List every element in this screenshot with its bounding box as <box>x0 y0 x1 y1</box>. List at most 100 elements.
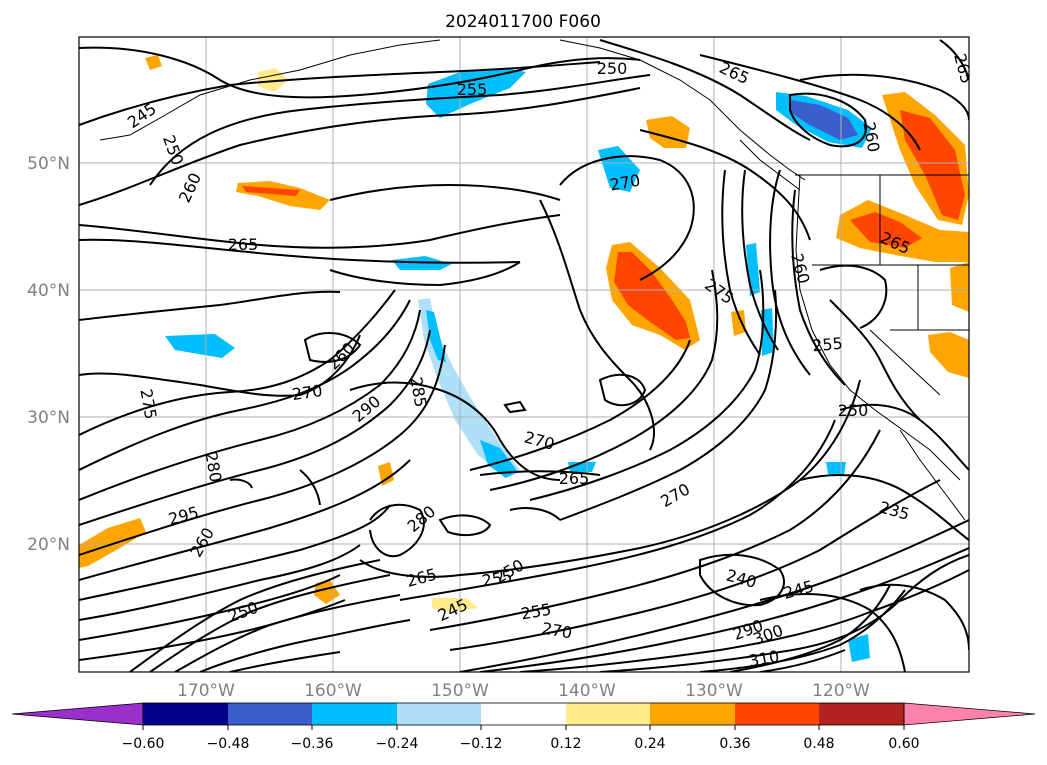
colorbar-bin <box>143 703 228 725</box>
border-states <box>812 175 969 396</box>
negative-region <box>165 334 235 358</box>
negative-region <box>848 634 870 662</box>
contour-line <box>859 583 969 651</box>
contour-line <box>79 299 411 471</box>
positive-region <box>950 262 969 312</box>
lon-label: 170°W <box>177 681 235 701</box>
lat-label: 40°N <box>27 281 70 301</box>
contour-line <box>79 214 561 249</box>
contour-line <box>469 339 691 471</box>
colorbar-bin <box>228 703 312 725</box>
contour-line <box>79 61 601 126</box>
contour-line <box>598 373 647 407</box>
colorbar-bin <box>397 703 481 725</box>
contour-line <box>729 584 891 672</box>
colorbar-tick-label: 0.48 <box>803 736 834 752</box>
colorbar-ticks <box>142 725 905 730</box>
latitude-labels: 50°N 40°N 30°N 20°N <box>27 154 70 555</box>
contour-line <box>79 289 396 436</box>
contour-line <box>79 334 361 397</box>
contour-line <box>479 470 601 476</box>
colorbar-tick-label: 0.36 <box>719 736 750 752</box>
lat-label: 20°N <box>27 535 70 555</box>
contour-line <box>329 261 521 287</box>
colorbar-bin <box>566 703 650 725</box>
contour-line <box>559 289 778 521</box>
contour-line <box>369 503 425 558</box>
contour-line <box>399 419 836 601</box>
colorbar-bin <box>735 703 819 725</box>
contour-line <box>503 400 527 414</box>
contour-line <box>539 199 655 451</box>
contour-label: 255 <box>811 334 843 356</box>
positive-region <box>900 110 965 220</box>
lon-label: 140°W <box>558 681 616 701</box>
contour-line <box>149 574 391 672</box>
contour-line <box>741 169 779 351</box>
contour-line <box>759 649 846 672</box>
map-title: 2024011700 F060 <box>445 12 601 32</box>
contour-line <box>79 599 346 661</box>
contour-line <box>799 73 969 121</box>
contour-line <box>449 479 941 651</box>
colorbar-tick-label: 0.12 <box>550 736 581 752</box>
lat-label: 50°N <box>27 154 70 174</box>
negative-region <box>826 462 846 476</box>
coastline-us-west <box>795 174 961 481</box>
contour-line <box>79 329 431 526</box>
contour-line <box>599 39 811 141</box>
positive-region <box>614 252 690 340</box>
contour-line <box>829 299 921 421</box>
contour-line <box>699 553 785 607</box>
contour-label: 270 <box>291 381 324 404</box>
contour-line <box>79 309 421 501</box>
contour-line <box>438 514 492 537</box>
positive-region <box>145 55 162 70</box>
colorbar: −0.60 −0.48 −0.36 −0.24 −0.12 0.12 0.24 … <box>11 702 1036 752</box>
contour-label: 250 <box>838 401 869 420</box>
contour-line <box>479 547 969 672</box>
positive-region <box>242 186 300 196</box>
lon-label: 120°W <box>812 681 870 701</box>
colorbar-tick-label: 0.60 <box>888 736 919 752</box>
negative-region <box>480 440 518 478</box>
contour-line <box>329 183 561 201</box>
contour-line <box>199 619 411 672</box>
colorbar-bin <box>312 703 397 725</box>
positive-region <box>850 212 922 248</box>
contour-line <box>79 46 641 99</box>
coastline-alaska-panhandle <box>559 39 806 181</box>
positive-region <box>928 332 969 378</box>
contour-line <box>791 189 846 386</box>
colorbar-tick-label: −0.36 <box>291 736 334 752</box>
lon-label: 130°W <box>685 681 743 701</box>
contour-line <box>819 264 888 329</box>
coastline-bc <box>739 139 801 191</box>
contour-line <box>559 155 695 281</box>
colorbar-frame <box>142 702 905 726</box>
colorbar-tick-label: −0.48 <box>207 736 250 752</box>
contour-line <box>79 574 341 641</box>
contour-label: 250 <box>597 59 628 78</box>
contour-line <box>79 544 361 621</box>
shaded-fields <box>79 55 969 662</box>
contour-line <box>349 381 561 481</box>
colorbar-bin <box>481 703 566 725</box>
contour-line <box>79 238 521 264</box>
contour-line <box>599 554 969 672</box>
contour-line <box>79 87 641 206</box>
negative-region <box>426 68 526 118</box>
contour-line <box>699 589 906 672</box>
colorbar-bin <box>819 703 904 725</box>
contour-lines <box>79 39 969 672</box>
contour-line <box>489 269 719 491</box>
contour-line <box>129 559 381 672</box>
lon-label: 150°W <box>431 681 489 701</box>
contour-line <box>429 429 881 631</box>
map-frame <box>78 36 970 673</box>
colorbar-tick-label: −0.24 <box>376 736 419 752</box>
contour-line <box>79 290 341 321</box>
colorbar-extend-high <box>903 702 1036 726</box>
positive-region <box>731 310 746 336</box>
